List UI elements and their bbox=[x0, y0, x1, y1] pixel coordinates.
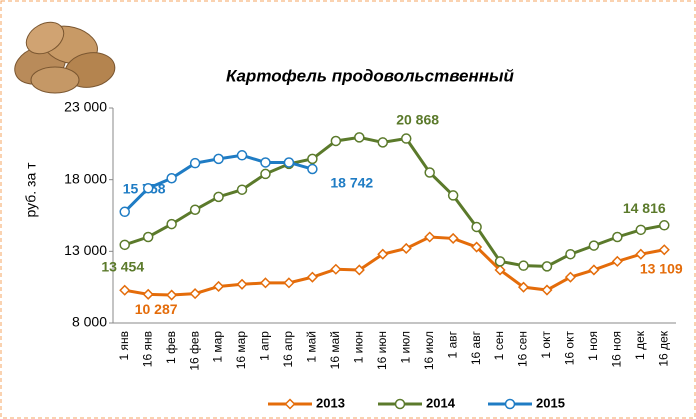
point bbox=[144, 184, 153, 193]
x-tick-label: 1 мар bbox=[211, 331, 225, 363]
point bbox=[214, 282, 223, 291]
point bbox=[284, 278, 293, 287]
point bbox=[167, 220, 176, 229]
point bbox=[120, 207, 129, 216]
point bbox=[308, 165, 317, 174]
point bbox=[261, 169, 270, 178]
point bbox=[542, 262, 551, 271]
legend-label: 2013 bbox=[316, 395, 345, 410]
x-tick-label: 1 июл bbox=[398, 331, 412, 363]
x-tick-label: 1 фев bbox=[164, 331, 178, 364]
point bbox=[144, 290, 153, 299]
point bbox=[191, 159, 200, 168]
point bbox=[636, 225, 645, 234]
point bbox=[660, 245, 669, 254]
point bbox=[660, 221, 669, 230]
x-tick-label: 16 сен bbox=[516, 331, 530, 367]
point bbox=[120, 240, 129, 249]
data-label: 10 287 bbox=[135, 301, 178, 317]
point bbox=[167, 291, 176, 300]
point bbox=[589, 265, 598, 274]
y-tick-label: 18 000 bbox=[64, 170, 107, 186]
x-tick-label: 16 май bbox=[328, 331, 342, 369]
data-label: 14 816 bbox=[623, 200, 666, 216]
point bbox=[284, 158, 293, 167]
data-label: 20 868 bbox=[396, 111, 439, 127]
chart: Картофель продовольственный руб. за т 8 … bbox=[0, 0, 696, 419]
point bbox=[425, 168, 434, 177]
point bbox=[613, 233, 622, 242]
point bbox=[214, 192, 223, 201]
x-tick-label: 1 авг bbox=[445, 330, 459, 358]
y-tick-label: 13 000 bbox=[64, 242, 107, 258]
x-tick-label: 16 дек bbox=[656, 330, 670, 366]
x-tick-label: 1 ноя bbox=[586, 331, 600, 361]
chart-title: Картофель продовольственный bbox=[226, 66, 515, 85]
series-line bbox=[125, 237, 665, 295]
point bbox=[238, 280, 247, 289]
point bbox=[589, 241, 598, 250]
point bbox=[613, 257, 622, 266]
point bbox=[191, 289, 200, 298]
point bbox=[378, 138, 387, 147]
x-tick-label: 1 дек bbox=[633, 330, 647, 360]
point bbox=[238, 151, 247, 160]
x-tick-label: 16 июл bbox=[422, 331, 436, 370]
point bbox=[636, 250, 645, 259]
point bbox=[308, 154, 317, 163]
point bbox=[331, 265, 340, 274]
x-tick-label: 16 авг bbox=[469, 330, 483, 365]
point bbox=[238, 185, 247, 194]
x-tick-label: 16 апр bbox=[281, 331, 295, 368]
potato-image bbox=[9, 16, 117, 93]
point bbox=[144, 233, 153, 242]
y-axis-label: руб. за т bbox=[23, 162, 39, 218]
legend-marker bbox=[396, 400, 405, 409]
data-label: 13 109 bbox=[640, 260, 683, 276]
x-tick-label: 16 ноя bbox=[610, 331, 624, 367]
x-tick-label: 1 янв bbox=[117, 331, 131, 361]
point bbox=[472, 222, 481, 231]
point bbox=[308, 273, 317, 282]
point bbox=[167, 174, 176, 183]
x-tick-label: 1 май bbox=[305, 331, 319, 363]
point bbox=[566, 250, 575, 259]
data-label: 13 454 bbox=[101, 259, 144, 275]
x-tick-label: 1 сен bbox=[492, 331, 506, 360]
point bbox=[402, 134, 411, 143]
point bbox=[449, 234, 458, 243]
x-tick-label: 1 июн bbox=[351, 331, 365, 363]
point bbox=[120, 286, 129, 295]
point bbox=[355, 133, 364, 142]
y-tick-label: 8 000 bbox=[72, 314, 107, 330]
legend-marker bbox=[286, 400, 295, 409]
series-line bbox=[125, 137, 665, 266]
legend-marker bbox=[506, 400, 515, 409]
x-tick-label: 16 янв bbox=[140, 331, 154, 367]
point bbox=[261, 278, 270, 287]
x-tick-label: 1 апр bbox=[258, 331, 272, 361]
point bbox=[331, 136, 340, 145]
point bbox=[214, 154, 223, 163]
x-tick-label: 16 фев bbox=[187, 331, 201, 371]
legend-label: 2015 bbox=[536, 395, 565, 410]
point bbox=[519, 261, 528, 270]
x-tick-label: 1 окт bbox=[539, 330, 553, 358]
point bbox=[496, 257, 505, 266]
point bbox=[261, 158, 270, 167]
legend-label: 2014 bbox=[426, 395, 456, 410]
point bbox=[449, 191, 458, 200]
y-tick-label: 23 000 bbox=[64, 99, 107, 115]
x-tick-label: 16 июн bbox=[375, 331, 389, 370]
point bbox=[191, 205, 200, 214]
data-label: 18 742 bbox=[330, 175, 373, 191]
x-tick-label: 16 окт bbox=[563, 331, 577, 366]
x-tick-label: 16 мар bbox=[234, 331, 248, 370]
